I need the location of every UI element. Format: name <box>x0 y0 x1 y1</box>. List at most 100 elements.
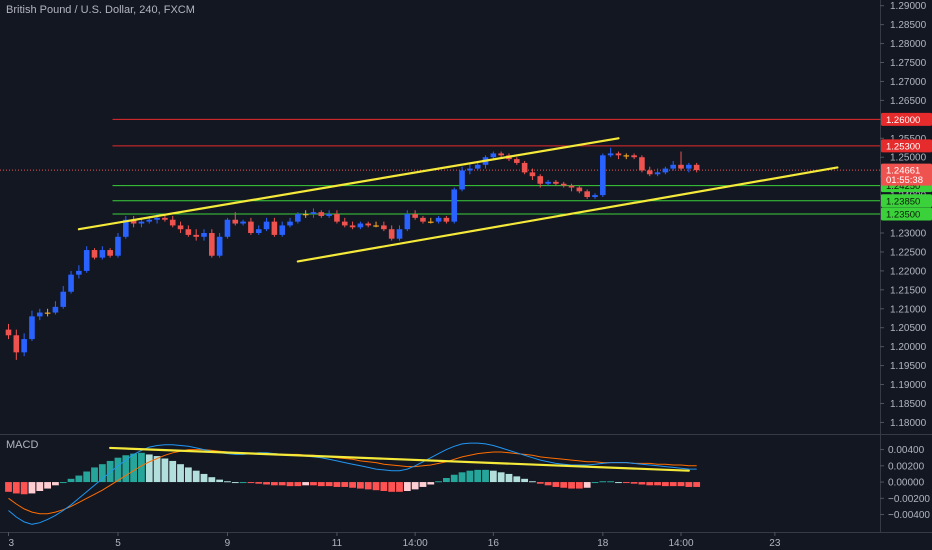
candle-body <box>459 170 465 190</box>
macd-histogram-bar <box>216 479 224 483</box>
price-axis-tick: 1.19500 <box>890 361 927 372</box>
macd-histogram-bar <box>396 482 403 492</box>
candle-body <box>201 232 207 237</box>
candle-body <box>568 185 575 188</box>
macd-histogram-bar <box>685 482 693 487</box>
macd-histogram-bar <box>36 482 44 491</box>
price-axis-tick: 1.28500 <box>890 20 927 31</box>
candle-body <box>584 191 590 198</box>
candle-body <box>404 214 411 230</box>
candle-body <box>169 219 176 226</box>
macd-histogram-bar <box>177 464 184 483</box>
macd-histogram-bar <box>693 482 701 487</box>
macd-histogram-bar <box>169 460 177 483</box>
macd-histogram-bar <box>646 482 654 486</box>
candle-body <box>216 236 223 256</box>
candle-body <box>623 155 630 157</box>
macd-histogram-bar <box>544 482 552 486</box>
macd-histogram-bar <box>669 482 677 487</box>
candle-body <box>365 223 372 226</box>
macd-histogram-bar <box>98 464 106 483</box>
candle-body <box>600 155 606 196</box>
level-price-badge: 1.26000 <box>886 115 920 126</box>
macd-histogram-bar <box>411 482 419 490</box>
candle-body <box>279 225 285 235</box>
macd-histogram-bar <box>44 482 51 489</box>
macd-histogram-bar <box>67 478 75 483</box>
candle-body <box>83 250 90 271</box>
price-axis-tick: 1.20000 <box>890 342 927 353</box>
macd-histogram-bar <box>83 471 91 483</box>
macd-line <box>8 442 697 525</box>
time-axis-tick: 16 <box>488 538 500 549</box>
candle-body <box>474 164 481 169</box>
candle-body <box>326 214 332 216</box>
macd-histogram-bar <box>505 473 513 483</box>
candle-body <box>123 219 129 237</box>
candle-body <box>76 270 82 275</box>
macd-histogram-bar <box>192 470 200 483</box>
trendline-1 <box>77 137 620 231</box>
level-price-badge: 1.25300 <box>886 141 920 152</box>
macd-histogram-bar <box>28 482 36 494</box>
macd-histogram-bar <box>607 481 615 483</box>
candle-body <box>232 219 239 224</box>
price-axis-tick: 1.25000 <box>890 153 927 164</box>
macd-histogram-bar <box>12 482 20 494</box>
candle-body <box>420 217 426 222</box>
macd-histogram-bar <box>443 478 450 483</box>
candle-body <box>639 157 645 171</box>
macd-histogram-bar <box>239 482 247 484</box>
macd-axis-tick: 0.00200 <box>888 461 925 472</box>
candle-body <box>592 195 598 198</box>
candle-body <box>381 225 387 230</box>
level-price-badge: 1.23500 <box>886 210 920 221</box>
trendline-2 <box>296 166 839 263</box>
candle-body <box>490 153 497 158</box>
candle-body <box>52 306 59 313</box>
candle-body <box>553 181 559 184</box>
macd-histogram-bar <box>255 482 263 484</box>
candle-body <box>44 312 51 314</box>
macd-histogram-bar <box>20 482 28 495</box>
price-axis-tick: 1.18000 <box>890 418 927 429</box>
last-price-badge: 1.24661 <box>886 166 920 177</box>
macd-histogram-bar <box>224 481 231 483</box>
macd-divergence-line <box>109 446 690 472</box>
macd-histogram-bar <box>270 482 278 486</box>
candle-body <box>341 221 348 226</box>
macd-histogram-bar <box>310 482 317 486</box>
candle-body <box>646 170 653 175</box>
price-axis-tick: 1.28000 <box>890 39 927 50</box>
candle-body <box>36 312 43 317</box>
candle-body <box>670 164 676 169</box>
macd-histogram-bar <box>552 482 560 487</box>
level-price-badge-bg <box>881 112 932 126</box>
price-axis-tick: 1.29000 <box>890 1 927 12</box>
candle-body <box>615 153 622 156</box>
macd-histogram-bar <box>583 482 591 488</box>
price-axis-tick: 1.22500 <box>890 247 927 258</box>
candle-body <box>576 187 583 192</box>
macd-histogram-bar <box>294 482 302 487</box>
candle-body <box>310 212 317 215</box>
chart-title: British Pound / U.S. Dollar, 240, FXCM <box>6 4 195 16</box>
candle-body <box>529 172 536 177</box>
macd-histogram-bar <box>529 481 536 483</box>
macd-histogram-bar <box>427 482 435 485</box>
candle-body <box>693 164 700 171</box>
macd-histogram-bar <box>380 482 388 491</box>
macd-histogram-bar <box>5 482 12 492</box>
candle-body <box>91 250 98 258</box>
macd-title: MACD <box>6 439 39 451</box>
macd-axis-tick: 0.00400 <box>888 445 925 456</box>
macd-histogram-bar <box>247 482 255 484</box>
macd-histogram-bar <box>450 474 458 483</box>
candle-body <box>521 162 528 173</box>
macd-histogram-bar <box>317 482 325 487</box>
candle-body <box>5 329 12 336</box>
level-price-badge-bg <box>881 207 932 221</box>
macd-histogram-bar <box>59 482 67 484</box>
